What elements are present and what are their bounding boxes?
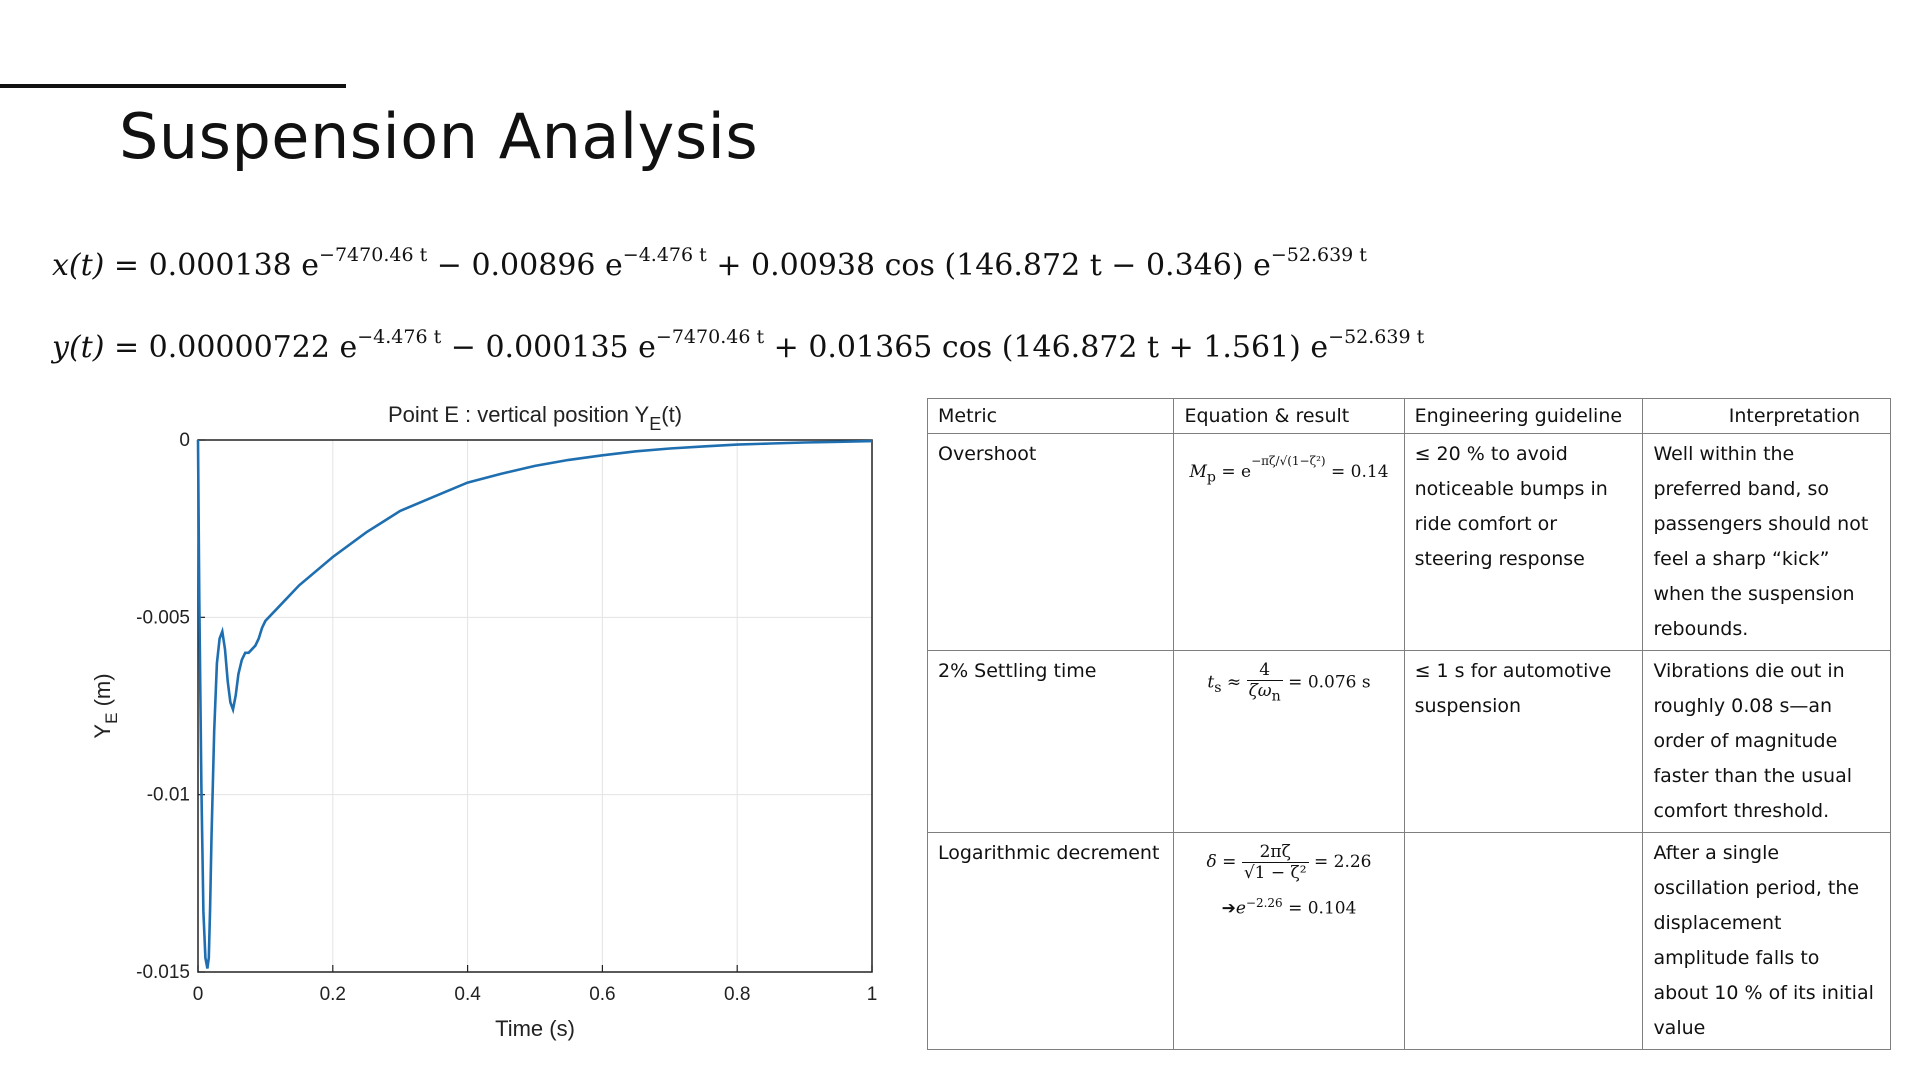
cell-guideline: ≤ 20 % to avoid noticeable bumps in ride…: [1403, 433, 1644, 651]
eq-x-exp3: −52.639 t: [1270, 244, 1367, 266]
eq-y-term1: 0.00000722: [148, 330, 330, 365]
cell-equation-overshoot: Mp = e−πζ/√(1−ζ²) = 0.14: [1173, 433, 1405, 651]
eq-x-exp1: −7470.46 t: [319, 244, 428, 266]
y-tick-label: -0.005: [136, 607, 190, 628]
eq-y-lhs: y(t) =: [52, 330, 149, 365]
x-axis-label: Time (s): [495, 1016, 575, 1041]
cell-metric: Overshoot: [926, 433, 1175, 651]
header-equation: Equation & result: [1173, 398, 1405, 434]
tick-layer: 0 0.2 0.4 0.6 0.8 1 0 -0.005 -0.01 -0.015: [136, 430, 877, 1005]
header-interpretation: Interpretation: [1642, 398, 1891, 434]
eq-y-term3: 0.01365 cos (146.872 t + 1.561) e: [808, 330, 1329, 365]
cell-interpretation: Vibrations die out in roughly 0.08 s—an …: [1642, 650, 1891, 833]
y-tick-label: -0.015: [136, 962, 190, 983]
eq-y-term2: 0.000135: [485, 330, 629, 365]
eq-y-exp3: −52.639 t: [1328, 326, 1425, 348]
eq-y-op3: +: [764, 330, 809, 365]
table-header-row: Metric Equation & result Engineering gui…: [926, 398, 1891, 434]
header-guideline: Engineering guideline: [1403, 398, 1644, 434]
eq-x-term1: 0.000138: [148, 248, 292, 283]
slide-title: Suspension Analysis: [119, 100, 759, 173]
y-axis-label: YE (m): [90, 673, 121, 738]
title-accent-line: [0, 84, 346, 88]
cell-guideline: ≤ 1 s for automotive suspension: [1403, 650, 1644, 833]
table-row-log-decrement: Logarithmic decrement δ = 2πζ √1 − ζ² = 2…: [926, 832, 1891, 1050]
cell-interpretation: Well within the preferred band, so passe…: [1642, 433, 1891, 651]
x-tick-label: 1: [867, 984, 878, 1005]
table-row-settling-time: 2% Settling time ts ≈ 4 ζωn = 0.076 s ≤ 1…: [926, 650, 1891, 833]
results-table: Metric Equation & result Engineering gui…: [926, 398, 1891, 1050]
eq-x-op3: +: [706, 248, 752, 283]
eq-x-exp2: −4.476 t: [622, 244, 707, 266]
x-tick-label: 0.4: [454, 984, 481, 1005]
line-chart: 0 0.2 0.4 0.6 0.8 1 0 -0.005 -0.01 -0.015 Point E…: [90, 402, 877, 1041]
cell-guideline: [1403, 832, 1644, 1050]
grid-layer: [197, 439, 873, 973]
plot-frame: [197, 439, 873, 973]
x-tick-label: 0.8: [724, 984, 750, 1005]
y-tick-label: -0.01: [147, 785, 190, 806]
eq-y-exp2: −7470.46 t: [655, 326, 765, 348]
eq-x-op2: −: [427, 248, 472, 283]
cell-interpretation: After a single oscillation period, the d…: [1642, 832, 1891, 1050]
eq-x-lhs: x(t) =: [52, 248, 149, 283]
series-line-ye: [196, 439, 873, 969]
cell-metric: Logarithmic decrement: [926, 832, 1175, 1050]
eq-x-term2: 0.00896: [471, 248, 596, 283]
x-tick-label: 0: [193, 984, 204, 1005]
y-tick-label: 0: [179, 430, 190, 451]
x-tick-label: 0.2: [320, 984, 346, 1005]
table-row-overshoot: Overshoot Mp = e−πζ/√(1−ζ²) = 0.14 ≤ 20 …: [926, 433, 1891, 651]
equation-x: x(t) = 0.000138 e−7470.46 t − 0.00896 e−…: [52, 244, 1367, 283]
cell-equation-settling: ts ≈ 4 ζωn = 0.076 s: [1173, 650, 1405, 833]
cell-equation-log-decrement: δ = 2πζ √1 − ζ² = 2.26 ➔e−2.26 = 0.104: [1173, 832, 1405, 1050]
eq-y-op2: −: [441, 330, 486, 365]
eq-x-term3: 0.00938 cos (146.872 t − 0.346) e: [751, 248, 1271, 283]
equation-y: y(t) = 0.00000722 e−4.476 t − 0.000135 e…: [52, 326, 1425, 365]
x-tick-label: 0.6: [589, 984, 615, 1005]
eq-y-exp1: −4.476 t: [357, 326, 442, 348]
header-metric: Metric: [926, 398, 1175, 434]
chart-title: Point E : vertical position YE(t): [388, 402, 682, 434]
cell-metric: 2% Settling time: [926, 650, 1175, 833]
